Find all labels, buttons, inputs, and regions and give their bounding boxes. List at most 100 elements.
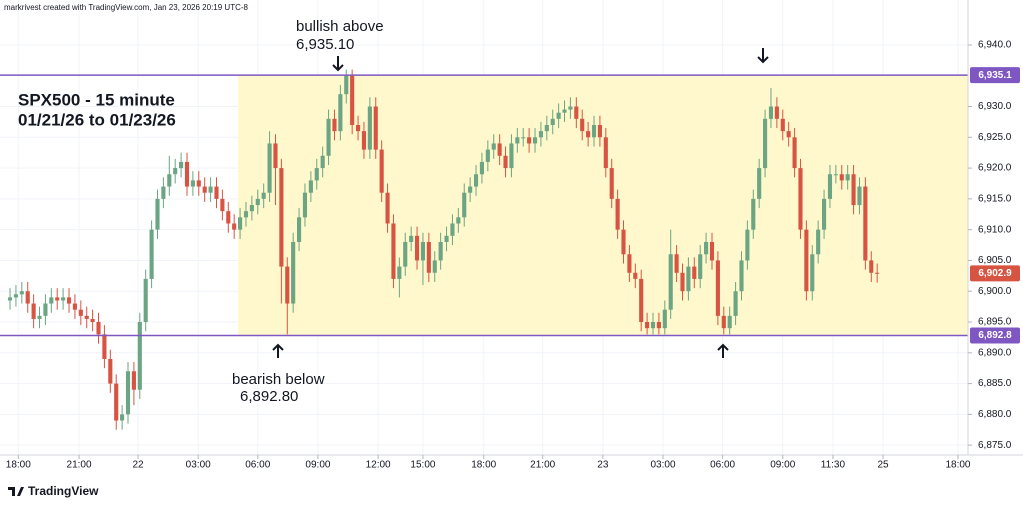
logo-mark [8,487,24,496]
x-tick-label: 21:00 [67,460,92,471]
candle-body [751,198,756,230]
range-zone [238,75,968,336]
candle-body [574,106,579,119]
candle-body [568,106,573,110]
candle-body [633,272,638,279]
x-tick-label: 06:00 [245,460,270,471]
candle-body [621,229,626,255]
y-tick-label: 6,875.0 [978,440,1012,451]
candle-body [61,297,66,301]
candle-body [149,229,154,279]
candle-body [308,180,313,193]
candle-body [485,149,490,162]
candle-body [491,143,496,150]
candle-body [745,229,750,261]
candle-body [609,168,614,199]
candle-body [338,94,343,132]
candle-body [839,174,844,181]
candle-body [444,235,449,242]
candle-body [680,272,685,292]
candle-body [792,137,797,169]
candle-body [302,192,308,218]
candle-body [780,118,785,132]
candle-body [414,235,420,261]
x-tick-label: 22 [132,460,144,471]
candle-body [190,180,195,187]
candles [0,69,968,430]
candle-body [544,124,549,132]
candle-body [456,217,461,224]
x-tick-label: 18:00 [471,460,496,471]
candle-body [43,303,48,316]
candle-body [326,118,331,156]
candle-body [462,192,467,218]
candle-body [704,241,709,255]
candle-body [344,75,349,95]
x-tick-label: 23 [597,460,609,471]
candle-body [810,254,815,292]
candle-body [238,217,243,230]
candle-body [391,223,396,279]
candle-body [373,106,378,150]
candle-body [662,309,667,329]
candle-body [220,198,225,212]
y-tick-label: 6,910.0 [978,224,1012,235]
candle-body [108,358,113,384]
candle-body [857,186,862,206]
annotation: 6,935.10 [296,36,354,53]
arrow-up [272,343,284,358]
y-tick-label: 6,900.0 [978,286,1012,297]
candle-body [102,334,107,359]
candle-body [49,297,54,304]
candle-body [208,186,213,193]
candle-body [7,297,13,301]
candle-body [709,241,715,261]
candle-body [332,118,337,132]
candle-body [255,198,260,206]
candle-body [869,260,874,273]
candle-body [692,266,697,279]
candle-body [586,131,591,138]
candle-body [297,217,302,242]
candle-body [615,198,620,230]
candle-body [674,254,679,273]
candle-body [627,254,632,273]
candle-body [521,137,526,139]
candle-body [650,322,656,329]
candle-body [468,186,473,193]
candle-body [131,371,136,390]
candle-body [78,309,83,316]
price-tag-label: 6,935.1 [978,70,1012,81]
x-tick-label: 18:00 [6,460,31,471]
candle-body [161,186,166,199]
candle-body [385,192,390,224]
x-tick-label: 25 [877,460,889,471]
candle-body [875,272,880,274]
candle-body [19,291,24,295]
candle-body [137,322,142,390]
candle-body [249,205,254,212]
candle-body [833,174,838,176]
candle-body [285,266,290,304]
candle-body [822,198,827,230]
candle-body [438,241,443,261]
candle-body [367,106,372,150]
candle-body [96,322,101,335]
brand-logo: TradingView [8,484,99,498]
chart-title: SPX500 - 15 minute [18,90,175,109]
candle-body [66,297,72,304]
candle-body [509,143,514,169]
y-tick-label: 6,925.0 [978,132,1012,143]
annotation: bullish above [296,18,384,35]
candle-body [786,131,791,138]
price-tag-label: 6,892.8 [978,330,1012,341]
candle-body [845,174,850,181]
candle-body [320,155,325,169]
candle-body [167,174,172,187]
candle-body [361,131,367,150]
candle-body [143,278,148,323]
candle-body [715,260,720,316]
candle-body [479,161,484,175]
candle-body [379,149,384,193]
candle-body [173,168,178,175]
